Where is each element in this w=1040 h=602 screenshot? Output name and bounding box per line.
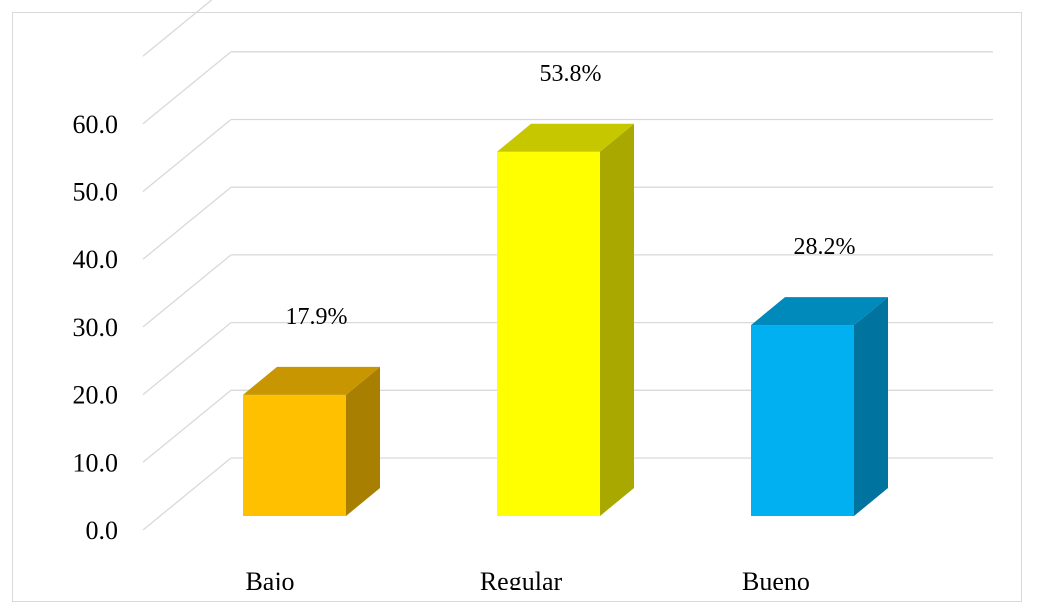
bar-side — [346, 366, 380, 516]
data-label: 17.9% — [286, 304, 348, 330]
gridline-diagonal — [142, 0, 213, 57]
gridline-diagonal — [142, 254, 232, 328]
y-tick-label: 60.0 — [73, 110, 119, 139]
bar-top — [497, 123, 634, 152]
category-label: Bueno — [742, 567, 810, 590]
bar-side — [854, 297, 888, 516]
data-labels: 17.9% 53.8% 28.2% — [286, 61, 856, 330]
gridline-diagonal — [142, 389, 232, 463]
bars — [243, 123, 888, 517]
bar-top — [243, 366, 380, 395]
gridline-diagonal — [142, 322, 232, 396]
category-label: Regular — [480, 567, 563, 590]
bar-front — [243, 394, 346, 516]
bar-top — [751, 297, 888, 326]
bar-front — [497, 151, 600, 517]
gridline-diagonal — [142, 457, 232, 531]
category-labels: Bajo Regular Bueno — [245, 567, 810, 590]
y-tick-label: 30.0 — [73, 313, 119, 342]
y-tick-label: 20.0 — [73, 381, 119, 410]
y-tick-label: 10.0 — [73, 448, 119, 477]
bar-side — [600, 123, 634, 517]
category-label: Bajo — [245, 567, 294, 590]
y-tick-label: 40.0 — [73, 245, 119, 274]
gridline-diagonal — [142, 186, 232, 260]
gridline-diagonal — [142, 118, 232, 193]
y-tick-label: 0.0 — [86, 516, 119, 545]
y-axis-ticks: 0.0 10.0 20.0 30.0 40.0 50.0 60.0 — [73, 110, 119, 545]
data-label: 53.8% — [540, 61, 602, 87]
gridline-diagonal — [142, 51, 232, 125]
bar-front — [751, 325, 854, 516]
y-tick-label: 50.0 — [73, 178, 119, 207]
data-label: 28.2% — [794, 234, 856, 260]
